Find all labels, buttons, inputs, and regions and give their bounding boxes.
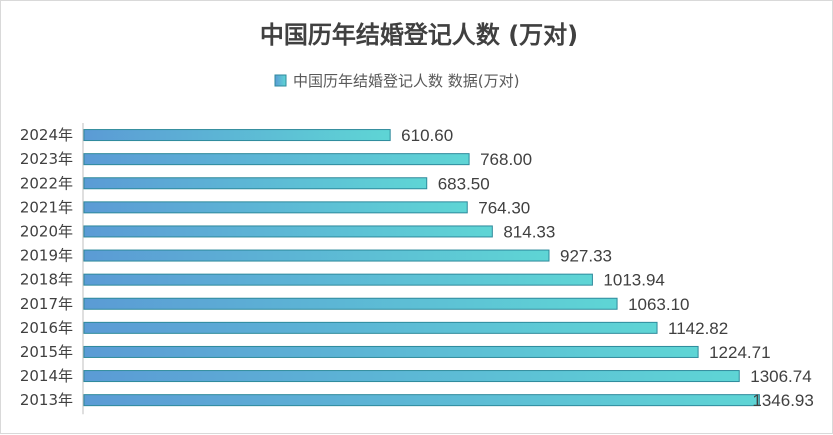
plot-area: 2024年 610.60 2023年 768.00 2022年 683.50 2021年 76… [20, 123, 814, 415]
data-label: 1142.82 [668, 319, 728, 338]
data-label: 927.33 [560, 247, 612, 266]
y-tick-label: 2024年 [20, 126, 73, 144]
bar [83, 177, 428, 190]
y-tick-label: 2015年 [20, 343, 73, 361]
chart-title: 中国历年结婚登记人数 (万对) [260, 21, 578, 49]
data-label: 768.00 [480, 150, 532, 169]
bar [83, 370, 740, 383]
y-tick-label: 2017年 [20, 295, 73, 313]
y-tick-label: 2021年 [20, 198, 73, 216]
bar [83, 153, 470, 166]
y-tick-label: 2022年 [20, 174, 73, 192]
data-label: 683.50 [438, 174, 490, 193]
y-tick-label: 2013年 [20, 391, 73, 409]
bar [83, 321, 658, 334]
data-label: 1346.93 [752, 391, 813, 410]
chart-legend: 中国历年结婚登记人数 数据(万对) [274, 72, 519, 90]
bar [83, 249, 550, 262]
data-label: 1224.71 [709, 343, 770, 362]
data-label: 1063.10 [628, 295, 689, 314]
bar [83, 225, 493, 238]
legend-label: 中国历年结婚登记人数 数据(万对) [293, 72, 519, 90]
data-label: 764.30 [478, 198, 530, 217]
y-tick-label: 2014年 [20, 367, 73, 385]
data-label: 1306.74 [750, 367, 811, 386]
bar [83, 273, 593, 286]
y-tick-label: 2023年 [20, 150, 73, 168]
y-tick-label: 2016年 [20, 319, 73, 337]
legend-swatch [274, 74, 287, 87]
y-tick-label: 2018年 [20, 271, 73, 289]
bar [83, 394, 760, 407]
data-label: 610.60 [401, 126, 453, 145]
bar [83, 129, 391, 142]
bar [83, 345, 699, 358]
y-tick-label: 2019年 [20, 247, 73, 265]
data-label: 1013.94 [603, 271, 664, 290]
bar [83, 297, 618, 310]
bar [83, 201, 468, 214]
data-label: 814.33 [503, 222, 555, 241]
y-tick-label: 2020年 [20, 222, 73, 240]
